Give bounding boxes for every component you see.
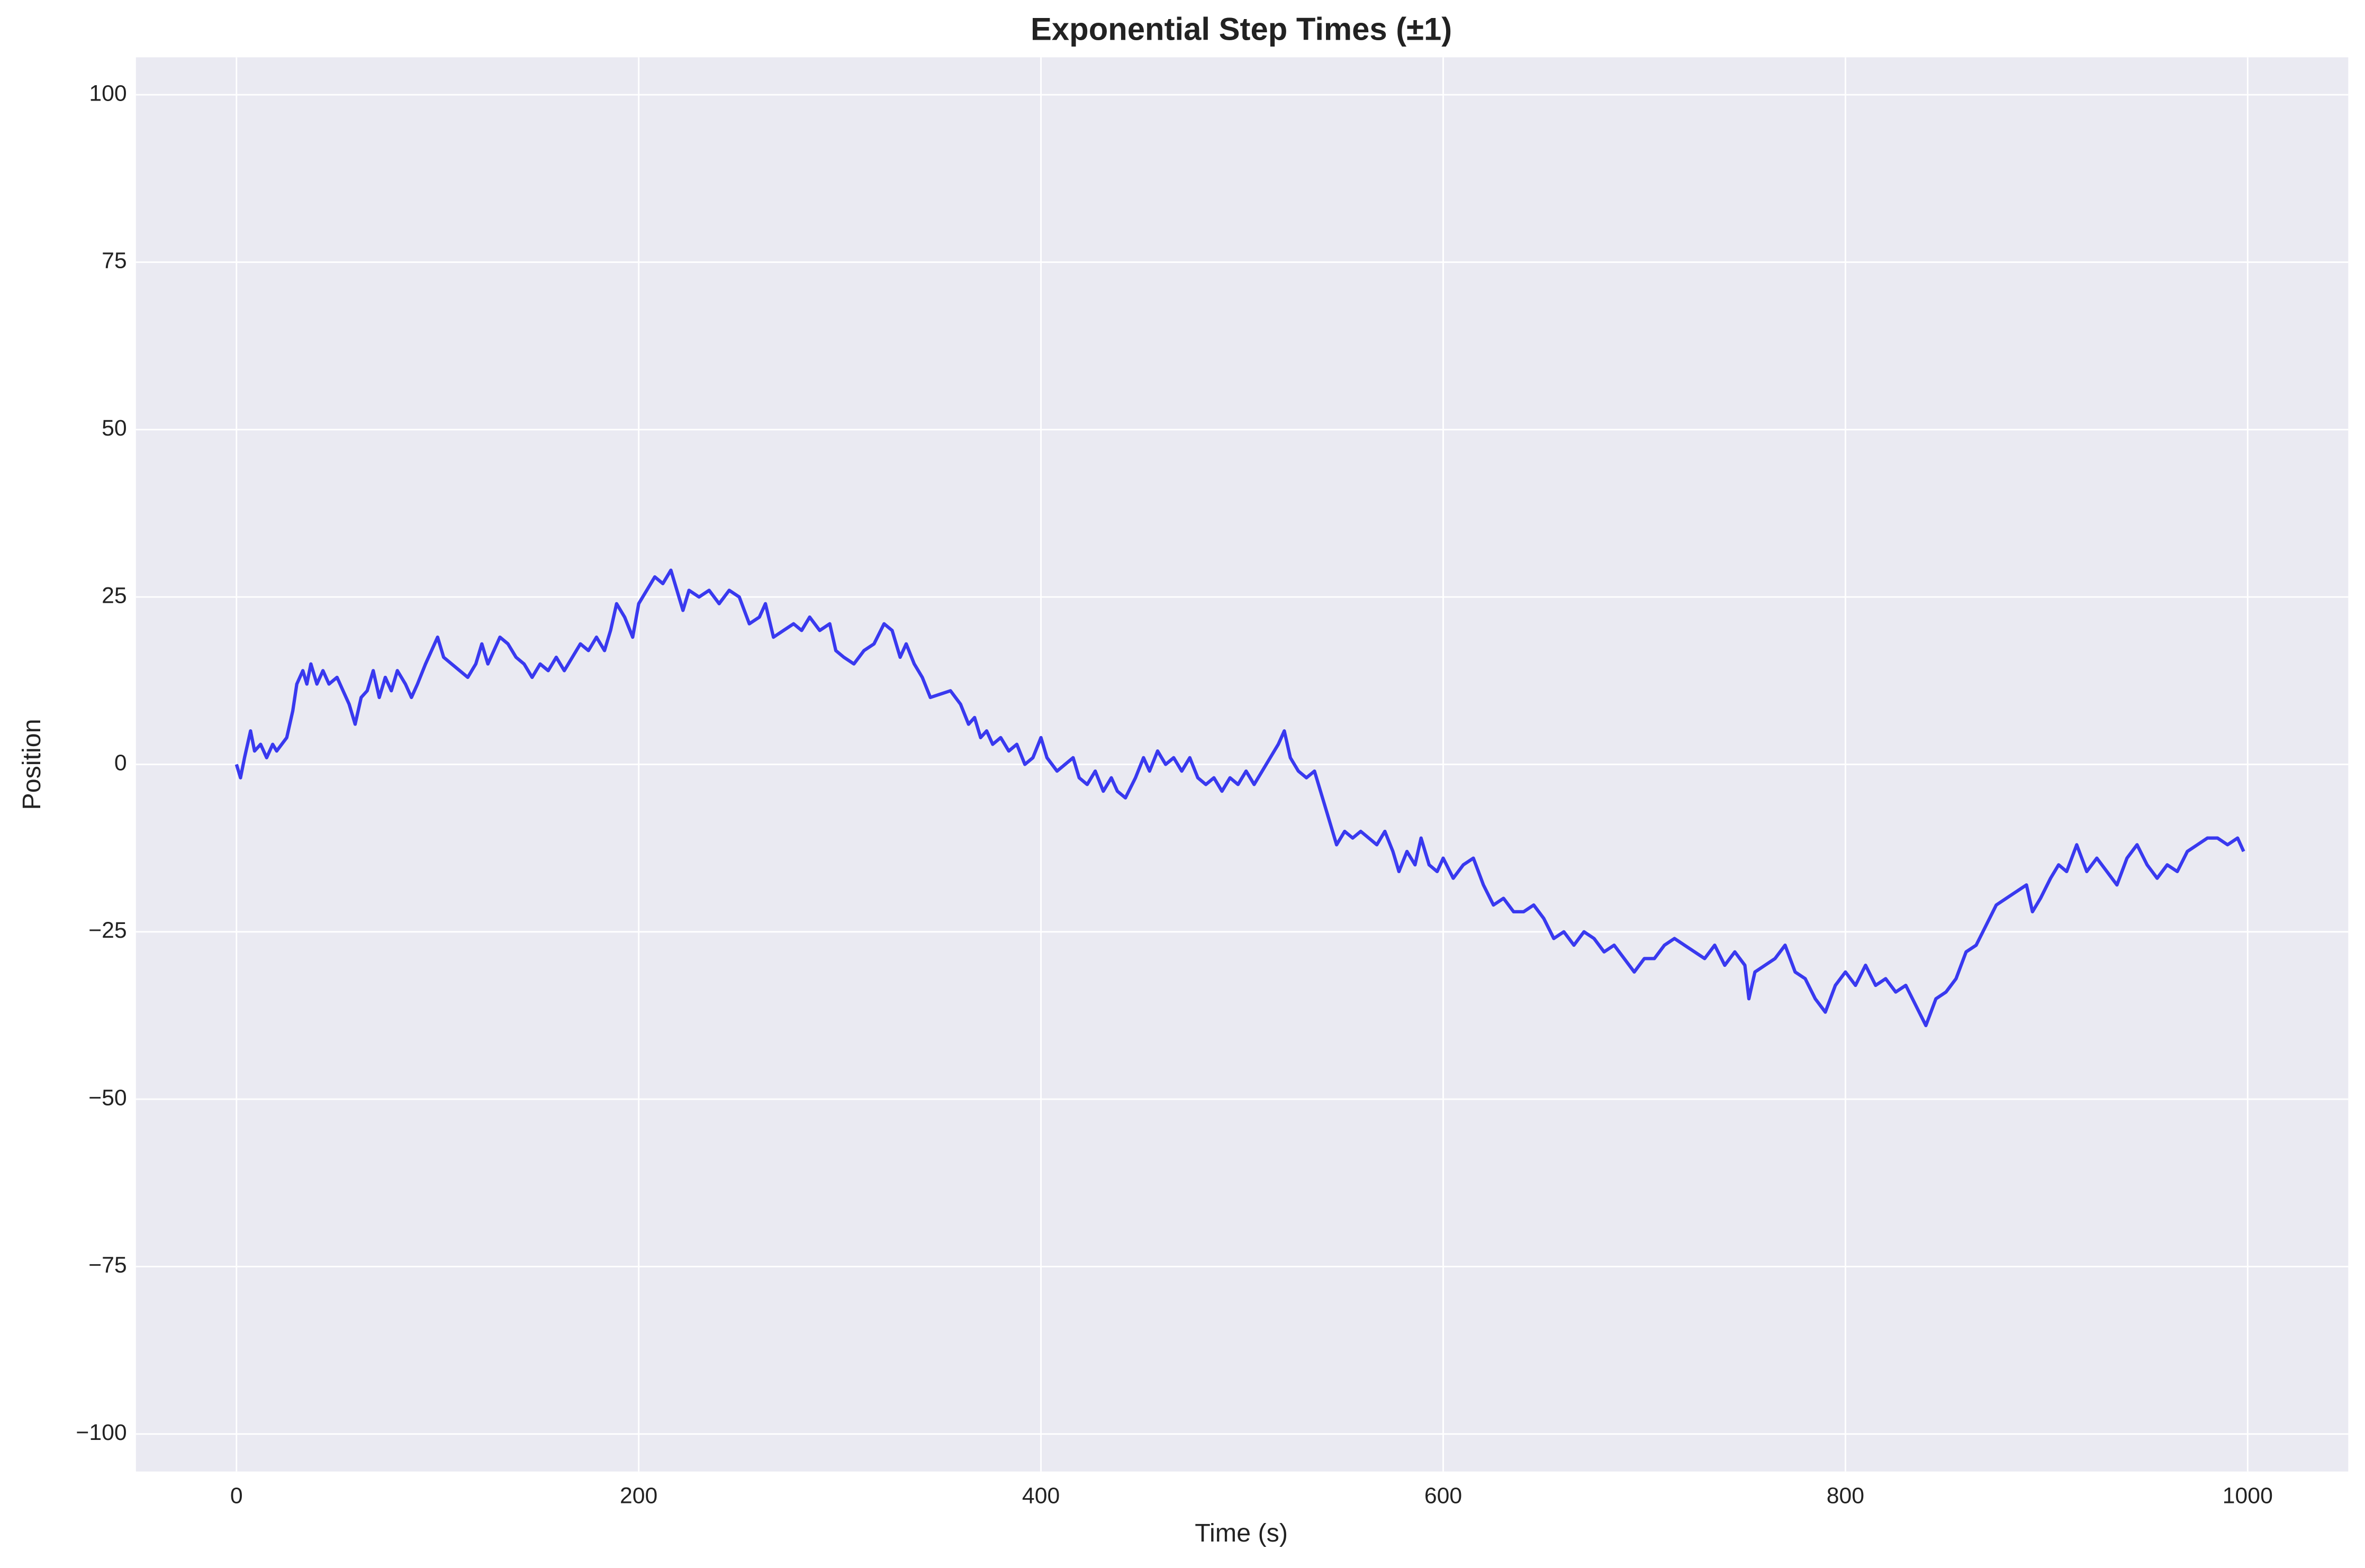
chart-title: Exponential Step Times (±1) bbox=[1031, 12, 1452, 47]
y-tick-label: −75 bbox=[88, 1253, 127, 1278]
x-tick-label: 200 bbox=[620, 1483, 657, 1508]
data-line bbox=[234, 568, 2245, 1028]
y-axis-label: Position bbox=[17, 719, 46, 810]
y-tick-label: 50 bbox=[102, 415, 127, 441]
y-tick-label: 100 bbox=[89, 80, 127, 106]
y-tick-label: 0 bbox=[114, 750, 127, 776]
y-tick-label: −50 bbox=[88, 1085, 127, 1110]
y-tick-label: 75 bbox=[102, 248, 127, 274]
y-tick-label: 25 bbox=[102, 583, 127, 608]
x-tick-label: 0 bbox=[230, 1483, 243, 1508]
y-tick-label: −25 bbox=[88, 918, 127, 943]
x-tick-label: 800 bbox=[1827, 1483, 1864, 1508]
x-tick-label: 1000 bbox=[2223, 1483, 2273, 1508]
x-tick-label: 600 bbox=[1424, 1483, 1462, 1508]
x-tick-label: 400 bbox=[1022, 1483, 1060, 1508]
x-axis-label: Time (s) bbox=[1195, 1519, 1288, 1547]
y-tick-label: −100 bbox=[76, 1420, 127, 1445]
